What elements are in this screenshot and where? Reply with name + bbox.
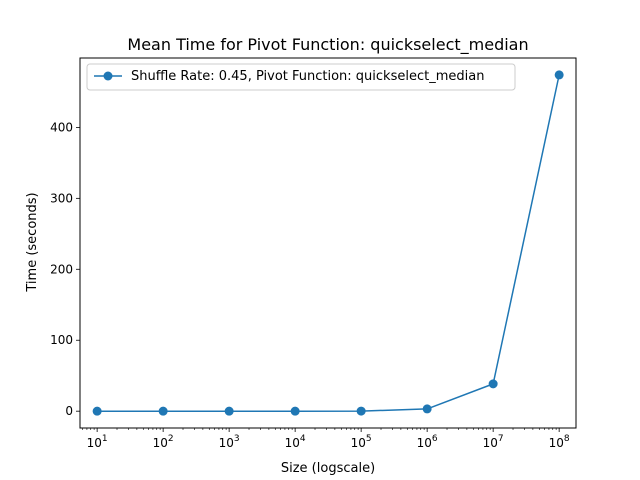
x-axis-ticks: 101 102 103 104 105 106 107 108 <box>82 428 570 450</box>
y-tick-label: 300 <box>50 191 73 205</box>
x-tick-label: 108 <box>549 434 570 450</box>
y-tick-label: 100 <box>50 333 73 347</box>
legend-box <box>86 63 516 91</box>
x-tick-label: 101 <box>87 434 108 450</box>
data-point <box>224 406 234 416</box>
data-point <box>356 406 366 416</box>
data-point <box>158 406 168 416</box>
y-axis-label: Time (seconds) <box>25 192 40 292</box>
data-point <box>92 406 102 416</box>
data-point <box>488 379 498 389</box>
x-tick-label: 104 <box>285 434 306 450</box>
data-point <box>290 406 300 416</box>
plot-frame <box>79 57 577 429</box>
x-tick-label: 103 <box>219 434 240 450</box>
data-point <box>554 70 564 80</box>
x-axis-label: Size (logscale) <box>281 461 375 476</box>
y-tick-label: 0 <box>65 404 73 418</box>
x-tick-label: 102 <box>153 434 174 450</box>
x-tick-label: 105 <box>351 434 372 450</box>
legend-marker-swatch <box>103 71 113 81</box>
data-point <box>422 404 432 414</box>
y-tick-label: 400 <box>50 120 73 134</box>
legend: Shuffle Rate: 0.45, Pivot Function: quic… <box>86 63 516 91</box>
chart-title: Mean Time for Pivot Function: quickselec… <box>127 35 528 55</box>
x-tick-label: 107 <box>483 434 504 450</box>
series-line <box>97 74 560 412</box>
x-tick-label: 106 <box>417 434 438 450</box>
legend-entry-label: Shuffle Rate: 0.45, Pivot Function: quic… <box>131 69 484 84</box>
series-layer <box>92 70 564 416</box>
y-tick-label: 200 <box>50 262 73 276</box>
y-axis-ticks: 0 100 200 300 400 <box>50 120 80 418</box>
